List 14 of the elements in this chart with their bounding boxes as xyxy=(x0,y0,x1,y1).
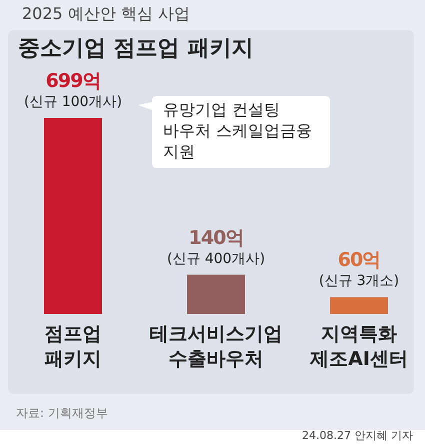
chart-title: 중소기업 점프업 패키지 xyxy=(18,35,254,63)
data-label: 699억 xyxy=(46,69,100,94)
data-label: 140억 xyxy=(188,226,244,251)
annotation: (신규 3개소) xyxy=(318,272,400,290)
chart-subtitle: 2025 예산안 핵심 사업 xyxy=(22,4,190,25)
text: 24.08.27 안지혜 기자 xyxy=(302,428,413,443)
x-tick-label: 테크서비스기업 수출바우처 xyxy=(150,322,282,372)
annotation: (신규 100개사) xyxy=(24,93,122,111)
x-tick-label: 지역특화 제조AI센터 xyxy=(310,322,408,372)
annotation: (신규 400개사) xyxy=(166,250,266,268)
x-tick-label: 점프업 패키지 xyxy=(44,322,102,372)
text: 자료: 기획재정부 xyxy=(16,405,108,422)
data-label: 60억 xyxy=(338,248,380,274)
annotation: 유망기업 컨설팅 바우처 스케일업금융 지원 xyxy=(163,99,314,162)
